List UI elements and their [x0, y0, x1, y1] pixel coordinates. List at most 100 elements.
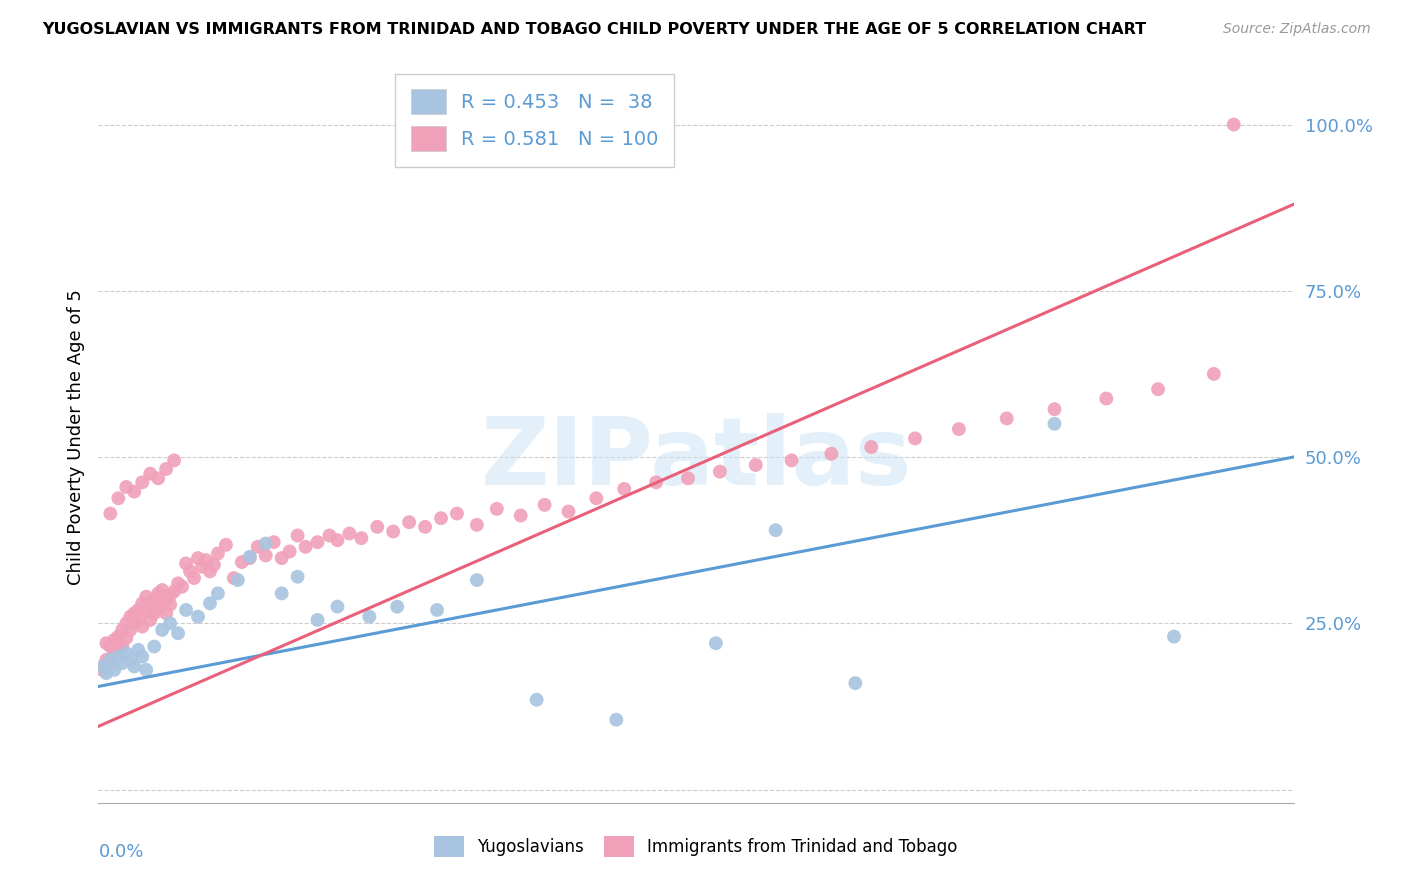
Point — [605, 713, 627, 727]
Point — [139, 613, 162, 627]
Point — [676, 471, 699, 485]
Point — [91, 659, 114, 673]
Point — [163, 584, 186, 599]
Point — [326, 599, 349, 614]
Point — [359, 609, 381, 624]
Point — [398, 515, 420, 529]
Point — [278, 544, 301, 558]
Point — [111, 623, 134, 637]
Point — [103, 643, 125, 657]
Point — [159, 598, 181, 612]
Point — [270, 551, 292, 566]
Point — [120, 609, 142, 624]
Point — [131, 619, 153, 633]
Point — [96, 636, 118, 650]
Point — [318, 528, 340, 542]
Point — [111, 640, 134, 654]
Point — [143, 640, 166, 654]
Text: YUGOSLAVIAN VS IMMIGRANTS FROM TRINIDAD AND TOBAGO CHILD POVERTY UNDER THE AGE O: YUGOSLAVIAN VS IMMIGRANTS FROM TRINIDAD … — [42, 22, 1146, 37]
Point — [91, 663, 114, 677]
Point — [820, 447, 842, 461]
Point — [159, 588, 181, 602]
Point — [509, 508, 531, 523]
Point — [135, 663, 157, 677]
Point — [107, 640, 129, 654]
Point — [326, 533, 349, 548]
Point — [1043, 402, 1066, 417]
Point — [98, 653, 122, 667]
Point — [231, 555, 253, 569]
Point — [254, 536, 277, 550]
Point — [350, 531, 373, 545]
Point — [107, 649, 129, 664]
Point — [127, 603, 149, 617]
Point — [1043, 417, 1066, 431]
Point — [239, 549, 262, 564]
Point — [115, 631, 138, 645]
Point — [143, 607, 166, 621]
Point — [366, 520, 388, 534]
Point — [155, 593, 177, 607]
Point — [270, 586, 292, 600]
Point — [413, 520, 436, 534]
Point — [127, 643, 149, 657]
Point — [167, 576, 190, 591]
Point — [120, 653, 142, 667]
Point — [307, 535, 329, 549]
Point — [585, 491, 607, 506]
Point — [131, 475, 153, 490]
Point — [645, 475, 668, 490]
Point — [98, 656, 122, 670]
Point — [239, 551, 262, 566]
Point — [139, 598, 162, 612]
Point — [704, 636, 727, 650]
Point — [426, 603, 449, 617]
Point — [179, 565, 201, 579]
Point — [167, 626, 190, 640]
Point — [709, 465, 731, 479]
Point — [1095, 392, 1118, 406]
Point — [294, 540, 316, 554]
Point — [995, 411, 1018, 425]
Point — [765, 523, 787, 537]
Point — [780, 453, 803, 467]
Point — [163, 453, 186, 467]
Legend: Yugoslavians, Immigrants from Trinidad and Tobago: Yugoslavians, Immigrants from Trinidad a… — [427, 830, 965, 864]
Point — [382, 524, 405, 539]
Point — [904, 431, 927, 445]
Point — [103, 632, 125, 647]
Point — [96, 653, 118, 667]
Point — [150, 623, 173, 637]
Point — [202, 558, 225, 572]
Point — [172, 580, 194, 594]
Y-axis label: Child Poverty Under the Age of 5: Child Poverty Under the Age of 5 — [66, 289, 84, 585]
Point — [948, 422, 970, 436]
Point — [98, 507, 122, 521]
Point — [148, 601, 170, 615]
Point — [183, 571, 205, 585]
Point — [174, 603, 197, 617]
Point — [124, 659, 146, 673]
Point — [1147, 382, 1170, 396]
Point — [339, 526, 361, 541]
Point — [135, 590, 157, 604]
Point — [745, 458, 768, 472]
Point — [155, 607, 177, 621]
Point — [613, 482, 636, 496]
Point — [143, 593, 166, 607]
Point — [191, 559, 214, 574]
Point — [124, 616, 146, 631]
Point — [207, 586, 229, 600]
Point — [187, 609, 209, 624]
Point — [860, 440, 883, 454]
Point — [131, 596, 153, 610]
Point — [246, 540, 269, 554]
Point — [222, 571, 245, 585]
Point — [465, 517, 488, 532]
Point — [124, 607, 146, 621]
Point — [844, 676, 866, 690]
Point — [198, 565, 221, 579]
Point — [465, 573, 488, 587]
Point — [287, 570, 309, 584]
Point — [187, 551, 209, 566]
